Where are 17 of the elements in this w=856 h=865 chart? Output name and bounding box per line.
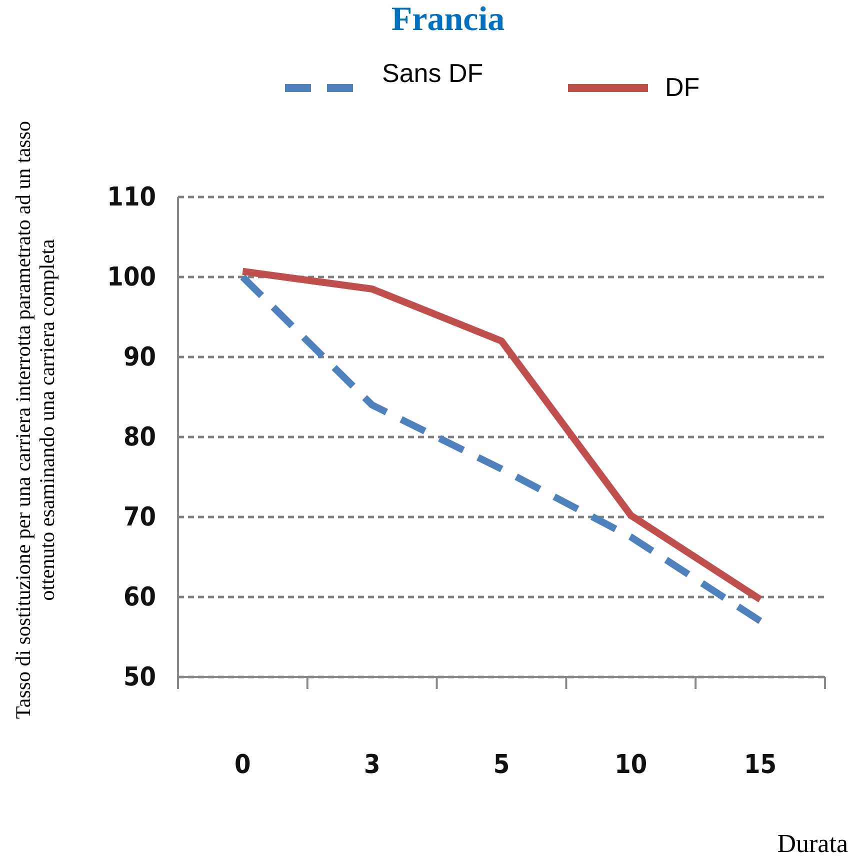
x-tick-label: 5	[493, 750, 510, 780]
y-tick-label: 80	[123, 422, 156, 452]
y-tick-label: 60	[123, 582, 156, 612]
chart-title: Francia	[391, 1, 505, 38]
legend-label: Sans DF	[382, 58, 484, 88]
y-tick-label: 110	[107, 182, 156, 212]
y-tick-label: 90	[123, 342, 156, 372]
x-tick-label: 3	[364, 750, 380, 780]
y-tick-label: 50	[123, 662, 156, 692]
y-axis-title: Tasso di sostituzione per una carriera interrotta parametrato ad un tasso ottenuto esaminando una carriera completa	[11, 121, 59, 719]
x-tick-label: 0	[234, 750, 251, 780]
legend-label: DF	[665, 72, 700, 102]
x-axis-title: Durata	[777, 829, 848, 858]
y-tick-label: 70	[123, 502, 156, 532]
y-tick-label: 100	[107, 262, 156, 292]
x-tick-label: 15	[744, 750, 777, 780]
x-tick-label: 10	[614, 750, 648, 780]
